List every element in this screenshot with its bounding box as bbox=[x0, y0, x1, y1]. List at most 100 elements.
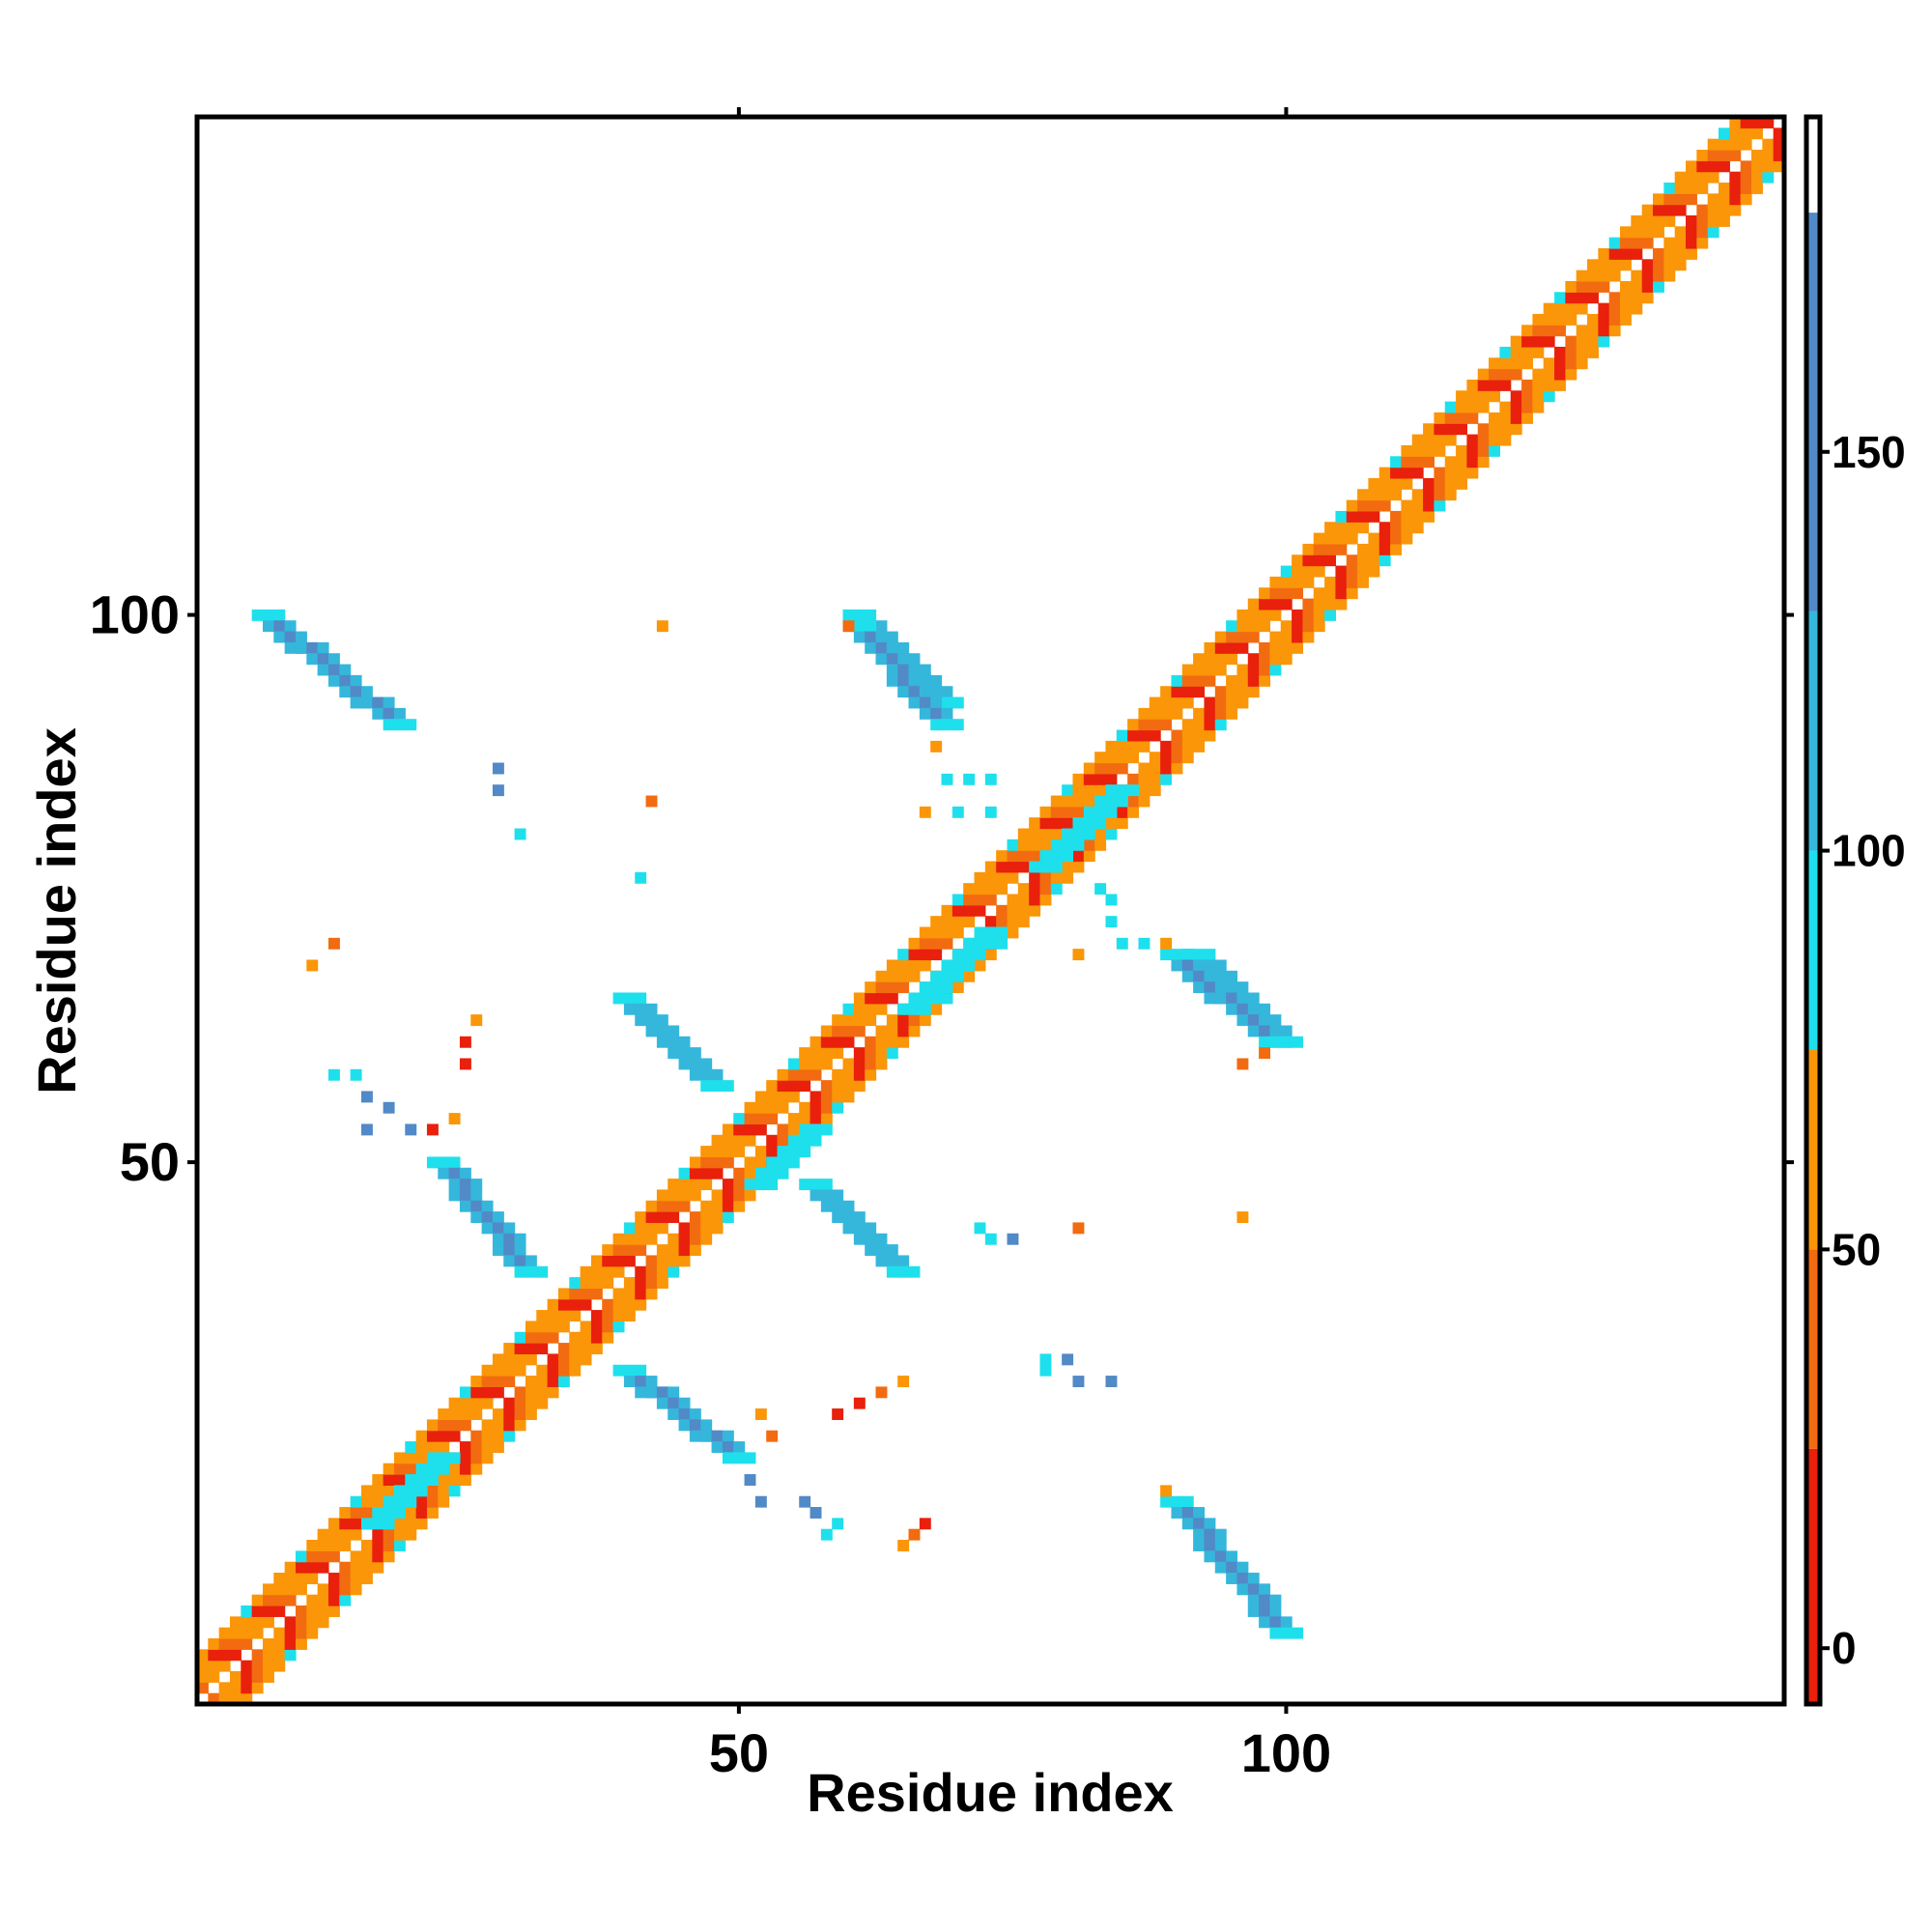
diagonal-cell bbox=[1214, 686, 1227, 698]
diagonal-cell bbox=[241, 1682, 253, 1694]
diagonal-cell bbox=[1050, 817, 1063, 830]
diagonal-cell bbox=[208, 1660, 220, 1672]
diagonal-cell bbox=[820, 1080, 833, 1093]
diagonal-cell bbox=[1444, 467, 1457, 479]
diagonal-cell bbox=[711, 1189, 724, 1202]
scatter-cell bbox=[1138, 937, 1151, 950]
diagonal-cell bbox=[1378, 489, 1391, 501]
diagonal-cell bbox=[1324, 522, 1337, 534]
diagonal-cell bbox=[383, 1540, 395, 1551]
region-cell bbox=[1204, 970, 1216, 982]
diagonal-cell bbox=[656, 1211, 668, 1224]
diagonal-cell bbox=[842, 1058, 855, 1070]
diagonal-cell bbox=[1324, 587, 1337, 600]
diagonal-cell bbox=[1269, 609, 1282, 621]
region-cell bbox=[886, 674, 898, 687]
diagonal-cell bbox=[1696, 182, 1709, 194]
region-cell bbox=[273, 631, 286, 643]
diagonal-cell bbox=[393, 1463, 406, 1475]
diagonal-cell bbox=[1357, 522, 1370, 534]
diagonal-cell bbox=[426, 1419, 439, 1432]
region-cell bbox=[1236, 1561, 1249, 1574]
region-cell bbox=[1226, 1573, 1238, 1584]
diagonal-cell bbox=[569, 1343, 582, 1355]
diagonal-cell bbox=[415, 1518, 428, 1530]
region-cell bbox=[1292, 1627, 1304, 1639]
diagonal-cell bbox=[984, 871, 997, 884]
diagonal-cell bbox=[1434, 489, 1446, 501]
diagonal-cell bbox=[1565, 346, 1577, 358]
region-cell bbox=[470, 1189, 483, 1202]
diagonal-cell bbox=[1751, 117, 1763, 128]
diagonal-cell bbox=[865, 1003, 877, 1015]
diagonal-cell bbox=[908, 1014, 921, 1027]
diagonal-cell bbox=[1696, 171, 1709, 184]
region-cell bbox=[1039, 850, 1052, 863]
region-cell bbox=[514, 1244, 526, 1257]
region-cell bbox=[492, 1222, 504, 1235]
region-cell bbox=[1247, 1003, 1260, 1015]
diagonal-cell bbox=[1565, 313, 1577, 326]
diagonal-cell bbox=[262, 1638, 274, 1650]
diagonal-cell bbox=[1160, 696, 1173, 709]
diagonal-cell bbox=[875, 981, 888, 994]
diagonal-cell bbox=[1280, 576, 1293, 588]
diagonal-cell bbox=[327, 1594, 340, 1606]
diagonal-cell bbox=[1378, 522, 1391, 534]
scatter-cell bbox=[897, 1376, 910, 1387]
region-cell bbox=[327, 674, 340, 687]
diagonal-cell bbox=[996, 937, 1009, 950]
diagonal-cell bbox=[393, 1518, 406, 1530]
region-cell bbox=[668, 1397, 680, 1409]
region-cell bbox=[635, 1364, 647, 1377]
diagonal-cell bbox=[1641, 214, 1654, 227]
scatter-cell bbox=[853, 1397, 866, 1409]
diagonal-cell bbox=[1269, 631, 1282, 643]
diagonal-cell bbox=[1576, 270, 1588, 282]
diagonal-cell bbox=[1411, 499, 1424, 512]
diagonal-cell bbox=[1719, 138, 1730, 151]
diagonal-cell bbox=[1116, 740, 1128, 753]
region-cell bbox=[1214, 1540, 1227, 1551]
diagonal-cell bbox=[590, 1255, 603, 1267]
diagonal-cell bbox=[229, 1627, 242, 1639]
region-cell bbox=[656, 1025, 668, 1037]
diagonal-cell bbox=[1554, 368, 1566, 381]
diagonal-cell bbox=[262, 1616, 274, 1629]
region-cell bbox=[1094, 817, 1107, 830]
diagonal-cell bbox=[1324, 609, 1337, 621]
region-cell bbox=[339, 664, 352, 676]
diagonal-cell bbox=[1138, 719, 1151, 731]
region-cell bbox=[865, 1233, 877, 1245]
diagonal-cell bbox=[514, 1419, 526, 1432]
region-cell bbox=[1094, 806, 1107, 818]
diagonal-cell bbox=[350, 1518, 362, 1530]
region-cell bbox=[700, 1419, 713, 1432]
region-cell bbox=[1236, 1583, 1249, 1596]
diagonal-cell bbox=[722, 1123, 734, 1136]
diagonal-cell bbox=[1313, 620, 1325, 633]
scatter-cell bbox=[919, 1518, 931, 1530]
region-cell bbox=[623, 1003, 636, 1015]
region-cell bbox=[700, 1068, 713, 1081]
diagonal-cell bbox=[1598, 325, 1610, 337]
region-cell bbox=[350, 696, 362, 709]
diagonal-cell bbox=[438, 1474, 450, 1486]
diagonal-cell bbox=[1740, 128, 1752, 140]
diagonal-cell bbox=[1160, 740, 1173, 753]
region-cell bbox=[306, 641, 319, 654]
diagonal-cell bbox=[360, 1573, 373, 1584]
diagonal-cell bbox=[1477, 390, 1490, 403]
diagonal-cell bbox=[393, 1540, 406, 1551]
diagonal-cell bbox=[1226, 707, 1238, 720]
region-cell bbox=[492, 1244, 504, 1257]
diagonal-cell bbox=[327, 1550, 340, 1563]
diagonal-cell bbox=[1083, 773, 1095, 785]
diagonal-cell bbox=[754, 1156, 767, 1169]
diagonal-cell bbox=[405, 1452, 417, 1464]
diagonal-cell bbox=[1401, 467, 1413, 479]
diagonal-cell bbox=[1489, 412, 1500, 424]
diagonal-cell bbox=[1039, 806, 1052, 818]
diagonal-cell bbox=[580, 1353, 592, 1366]
diagonal-cell bbox=[1510, 368, 1522, 381]
